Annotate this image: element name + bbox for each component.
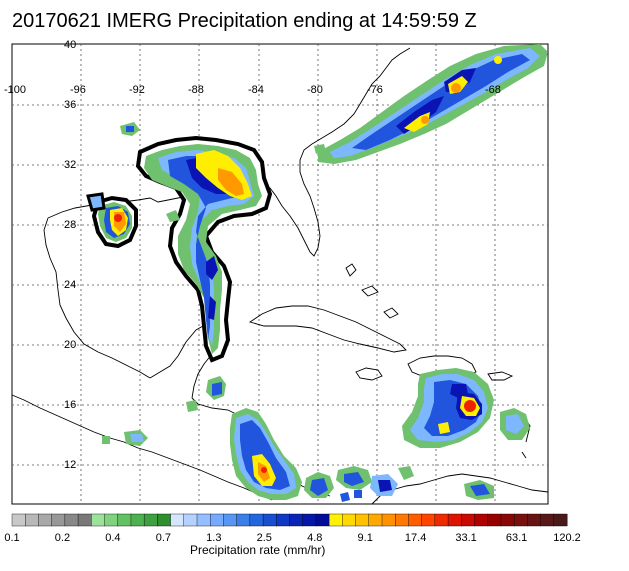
colorbar-swatch <box>513 513 528 527</box>
colorbar-tick-label: 63.1 <box>506 532 527 544</box>
colorbar-swatch <box>91 513 106 527</box>
colorbar-tick-label: 4.8 <box>307 532 322 544</box>
colorbar-swatch <box>289 513 304 527</box>
colorbar-swatch <box>130 513 145 527</box>
colorbar-swatch <box>196 513 211 527</box>
precip-east-caribbean <box>402 368 530 448</box>
colorbar-swatch <box>461 513 476 527</box>
colorbar-tick-label: 0.4 <box>105 532 120 544</box>
lat-labels: 40 36 32 28 24 20 16 12 <box>64 39 76 471</box>
lon-label: -68 <box>485 84 501 96</box>
lat-label: 32 <box>64 159 76 171</box>
colorbar-swatch <box>368 513 383 527</box>
colorbar-tick-label: 0.1 <box>4 532 19 544</box>
lat-label: 12 <box>64 459 76 471</box>
colorbar-swatch <box>223 513 238 527</box>
colorbar-swatch <box>540 513 555 527</box>
lat-label: 16 <box>64 399 76 411</box>
lon-labels: -100 -96 -92 -88 -84 -80 -76 -68 <box>4 84 501 96</box>
colorbar-swatches <box>11 513 568 527</box>
colorbar-swatch <box>421 513 436 527</box>
lon-label: -96 <box>70 84 86 96</box>
lat-label: 40 <box>64 39 76 51</box>
colorbar-tick-label: 2.5 <box>257 532 272 544</box>
colorbar-swatch <box>355 513 370 527</box>
colorbar-swatch <box>315 513 330 527</box>
colorbar-tick-label: 0.7 <box>156 532 171 544</box>
lat-label: 20 <box>64 339 76 351</box>
colorbar-swatch <box>11 513 26 527</box>
lon-label: -76 <box>367 84 383 96</box>
colorbar-swatch <box>236 513 251 527</box>
colorbar-swatch <box>183 513 198 527</box>
lon-label: -84 <box>248 84 264 96</box>
colorbar-swatch <box>342 513 357 527</box>
colorbar-swatch <box>434 513 449 527</box>
lat-label: 24 <box>64 279 76 291</box>
lon-label: -88 <box>188 84 204 96</box>
colorbar-swatch <box>143 513 158 527</box>
colorbar-tick-label: 1.3 <box>206 532 221 544</box>
colorbar-title: Precipitation rate (mm/hr) <box>190 543 326 557</box>
colorbar-tick-label: 9.1 <box>358 532 373 544</box>
colorbar-swatch <box>408 513 423 527</box>
colorbar-swatch <box>170 513 185 527</box>
colorbar-tick-label: 17.4 <box>405 532 426 544</box>
lon-label: -80 <box>307 84 323 96</box>
lat-label: 28 <box>64 219 76 231</box>
colorbar-tick-label: 33.1 <box>455 532 476 544</box>
colorbar-swatch <box>210 513 224 527</box>
colorbar-swatch <box>553 513 568 527</box>
colorbar-swatch <box>249 513 264 527</box>
colorbar-swatch <box>527 513 542 527</box>
colorbar-tick-label: 120.2 <box>553 532 581 544</box>
lat-label: 36 <box>64 99 76 111</box>
colorbar-swatch <box>117 513 132 527</box>
colorbar-swatch <box>262 513 277 527</box>
colorbar-swatch <box>38 513 53 527</box>
precip-central-america <box>102 376 302 500</box>
colorbar-swatch <box>64 513 79 527</box>
lon-label: -92 <box>129 84 145 96</box>
colorbar-swatch <box>51 513 66 527</box>
colorbar-swatch <box>474 513 489 527</box>
colorbar-swatch <box>395 513 409 527</box>
precip-gulf-system <box>135 135 273 363</box>
colorbar-tick-label: 0.2 <box>55 532 70 544</box>
lon-label: -100 <box>4 84 26 96</box>
colorbar-swatch <box>276 513 291 527</box>
colorbar-tick-labels: 0.1 0.2 0.4 0.7 1.3 2.5 4.8 9.1 17.4 33.1 63.1 120.… <box>4 532 580 544</box>
colorbar-swatch <box>447 513 462 527</box>
colorbar-swatch <box>381 513 396 527</box>
precip-west-gulf-cell <box>86 192 138 249</box>
colorbar-swatch <box>487 513 502 527</box>
colorbar-swatch <box>302 513 317 527</box>
colorbar-swatch <box>104 513 119 527</box>
colorbar-swatch <box>77 513 92 527</box>
colorbar-swatch <box>328 513 343 527</box>
colorbar-swatch <box>25 513 39 527</box>
precip-scattered-cells <box>120 122 326 222</box>
map-title: 20170621 IMERG Precipitation ending at 1… <box>12 10 477 32</box>
colorbar-swatch <box>500 513 515 527</box>
precip-atlantic-band <box>318 44 548 164</box>
colorbar-swatch <box>157 513 172 527</box>
precip-south-caribbean <box>304 466 494 502</box>
